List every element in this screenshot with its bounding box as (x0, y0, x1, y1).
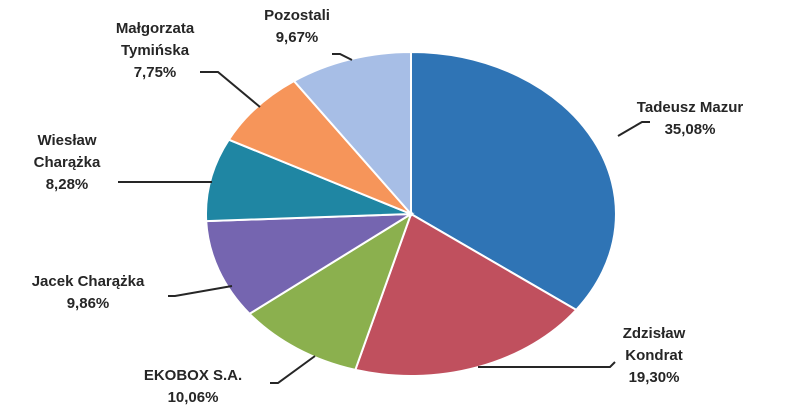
slice-labels: Tadeusz Mazur 35,08% Zdzisław Kondrat 19,30%… (32, 7, 744, 406)
pie-slice-4 (205, 138, 412, 223)
slice-name-label: Małgorzata (116, 20, 195, 37)
pie-slice-1 (353, 212, 578, 377)
slice-name-label: EKOBOX S.A. (144, 367, 242, 384)
slice-value-label: 7,75% (134, 64, 177, 81)
pie-slice-5 (227, 79, 412, 215)
slice-value-label: 8,28% (46, 176, 89, 193)
slice-label-2: EKOBOX S.A. 10,06% (144, 367, 242, 406)
leader-line-3 (168, 285, 233, 297)
slice-value-label: 35,08% (665, 121, 716, 138)
slice-value-label: 9,86% (67, 295, 110, 312)
leader-line-6 (332, 53, 353, 61)
slice-name-label: Charążka (34, 154, 101, 171)
slice-label-5: Małgorzata Tymińska 7,75% (116, 20, 195, 81)
pie-slice-0 (410, 50, 617, 312)
slice-label-6: Pozostali 9,67% (264, 7, 330, 46)
slice-label-1: Zdzisław Kondrat 19,30% (623, 325, 686, 386)
slice-name-label: Pozostali (264, 7, 330, 24)
slice-name-label: Wiesław (37, 132, 96, 149)
slice-name-label: Jacek Charążka (32, 273, 145, 290)
slice-label-0: Tadeusz Mazur 35,08% (637, 99, 744, 138)
slice-name-label: Tadeusz Mazur (637, 99, 744, 116)
slice-name-label: Tymińska (121, 42, 190, 59)
slice-label-3: Jacek Charążka 9,86% (32, 273, 145, 312)
slice-value-label: 9,67% (276, 29, 319, 46)
leader-lines (118, 53, 650, 384)
slice-name-label: Zdzisław (623, 325, 686, 342)
pie-slices (205, 50, 617, 377)
slice-name-label: Kondrat (625, 347, 683, 364)
leader-line-5 (200, 71, 261, 108)
slice-label-4: Wiesław Charążka 8,28% (34, 132, 101, 193)
pie-slice-3 (205, 212, 415, 316)
leader-line-0 (617, 121, 650, 137)
leader-line-2 (270, 355, 316, 384)
leader-line-1 (478, 361, 616, 368)
pie-slice-2 (247, 211, 413, 372)
slice-value-label: 19,30% (629, 369, 680, 386)
slice-value-label: 10,06% (168, 389, 219, 406)
